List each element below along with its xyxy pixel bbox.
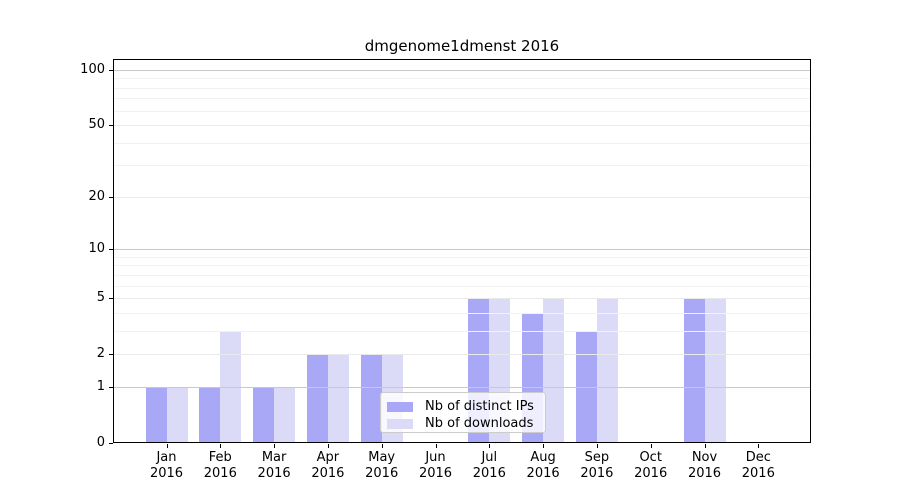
bar-nov-ips: [683, 298, 705, 442]
gridline-y9: [114, 256, 810, 258]
x-tick-label-dec: Dec 2016: [741, 450, 775, 481]
gridline-y6: [114, 285, 810, 287]
y-tick-100: [109, 70, 113, 71]
x-tick-label-sep: Sep 2016: [580, 450, 614, 481]
legend: Nb of distinct IPs Nb of downloads: [380, 392, 546, 433]
x-tick-mar: [274, 444, 275, 448]
x-tick-feb: [220, 444, 221, 448]
y-tick-label-10: 10: [88, 241, 105, 257]
y-tick-label-1: 1: [96, 378, 105, 394]
x-tick-label-jan: Jan 2016: [149, 450, 184, 481]
x-tick-dec: [758, 444, 759, 448]
gridline-y70: [114, 98, 810, 100]
y-tick-0: [109, 443, 113, 444]
legend-item-downloads: Nb of downloads: [387, 416, 545, 431]
bar-may-ips: [360, 354, 382, 442]
x-tick-label-jul: Jul 2016: [472, 450, 506, 481]
x-tick-nov: [705, 444, 706, 448]
y-tick-label-50: 50: [88, 117, 105, 133]
x-tick-jun: [436, 444, 437, 448]
gridline-y2: [114, 354, 810, 356]
bar-jan-ips: [145, 386, 167, 442]
gridline-y90: [114, 78, 810, 80]
gridline-y100: [114, 70, 810, 71]
bar-mar-ips: [253, 386, 275, 442]
gridline-y30: [114, 165, 810, 167]
bar-feb-downloads: [220, 330, 242, 442]
y-tick-label-100: 100: [80, 62, 105, 77]
x-tick-sep: [597, 444, 598, 448]
gridline-y1: [114, 386, 810, 388]
gridline-y8: [114, 265, 810, 267]
x-tick-may: [382, 444, 383, 448]
legend-label-downloads: Nb of downloads: [425, 416, 534, 431]
gridline-y50: [114, 125, 810, 127]
y-tick-20: [109, 197, 113, 198]
gridline-y7: [114, 274, 810, 276]
y-tick-2: [109, 354, 113, 355]
plot-area: [113, 59, 811, 443]
x-tick-label-nov: Nov 2016: [687, 450, 722, 481]
x-tick-label-feb: Feb 2016: [203, 450, 237, 481]
bar-nov-downloads: [704, 298, 726, 442]
bar-feb-ips: [199, 386, 221, 442]
bar-sep-downloads: [596, 298, 618, 442]
bar-jan-downloads: [166, 386, 188, 442]
bar-sep-ips: [575, 330, 597, 442]
y-tick-label-20: 20: [88, 188, 105, 204]
x-tick-label-mar: Mar 2016: [257, 450, 291, 481]
bar-mar-downloads: [274, 386, 296, 442]
y-tick-label-5: 5: [96, 290, 105, 306]
grid-layer: [114, 60, 810, 442]
gridline-y20: [114, 196, 810, 198]
x-tick-label-apr: Apr 2016: [311, 450, 345, 481]
x-tick-label-oct: Oct 2016: [634, 450, 668, 481]
gridline-y40: [114, 142, 810, 144]
y-tick-10: [109, 249, 113, 250]
y-tick-5: [109, 298, 113, 299]
x-tick-label-jun: Jun 2016: [418, 450, 453, 481]
x-tick-oct: [651, 444, 652, 448]
x-tick-label-may: May 2016: [365, 450, 399, 481]
legend-item-distinct-ips: Nb of distinct IPs: [387, 399, 545, 414]
x-tick-aug: [543, 444, 544, 448]
gridline-y80: [114, 87, 810, 89]
bar-aug-downloads: [543, 298, 565, 442]
chart-title: dmgenome1dmenst 2016: [364, 37, 560, 55]
bar-apr-ips: [306, 354, 328, 442]
gridline-y60: [114, 110, 810, 112]
x-tick-jan: [167, 444, 168, 448]
distinct-ips-swatch-icon: [387, 401, 413, 412]
gridline-y4: [114, 312, 810, 314]
gridline-y5: [114, 298, 810, 300]
y-tick-1: [109, 387, 113, 388]
y-tick-label-2: 2: [96, 346, 105, 362]
gridline-y3: [114, 330, 810, 332]
legend-label-distinct-ips: Nb of distinct IPs: [425, 399, 534, 414]
x-tick-apr: [328, 444, 329, 448]
gridline-y10: [114, 249, 810, 251]
x-tick-jul: [489, 444, 490, 448]
bar-apr-downloads: [327, 354, 349, 442]
x-tick-label-aug: Aug 2016: [526, 450, 560, 481]
y-tick-50: [109, 125, 113, 126]
y-tick-label-0: 0: [96, 435, 105, 450]
downloads-swatch-icon: [387, 418, 413, 429]
